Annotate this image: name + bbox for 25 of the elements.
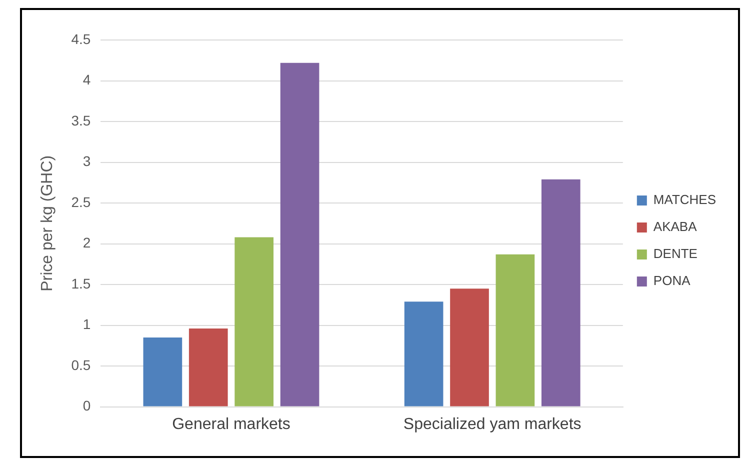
x-tick-label: Specialized yam markets	[403, 416, 582, 433]
y-tick-label: 4.5	[71, 30, 91, 47]
legend-label: MATCHES	[653, 192, 716, 208]
bar	[496, 254, 535, 406]
y-tick-label: 4	[82, 72, 91, 88]
y-axis-title: Price per kg (GHC)	[39, 155, 56, 292]
bar	[404, 302, 444, 406]
y-tick-label: 1	[82, 316, 91, 332]
legend-label: PONA	[653, 273, 691, 288]
legend-label: DENTE	[653, 246, 698, 262]
bar	[234, 237, 274, 406]
bar	[143, 338, 182, 406]
bar	[541, 179, 580, 406]
y-tick-label: 1.5	[71, 275, 91, 292]
y-tick-label: 0	[82, 398, 91, 414]
y-tick-label: 2	[82, 234, 91, 251]
x-tick-label: General markets	[172, 416, 290, 433]
legend-label: AKABA	[653, 219, 698, 234]
y-tick-label: 0.5	[71, 356, 91, 373]
y-tick-label: 2.5	[71, 194, 91, 210]
bar	[188, 328, 228, 406]
bar	[450, 288, 489, 406]
bar	[280, 62, 320, 406]
y-tick-label: 3.5	[71, 112, 91, 128]
y-tick-label: 3	[82, 153, 91, 170]
